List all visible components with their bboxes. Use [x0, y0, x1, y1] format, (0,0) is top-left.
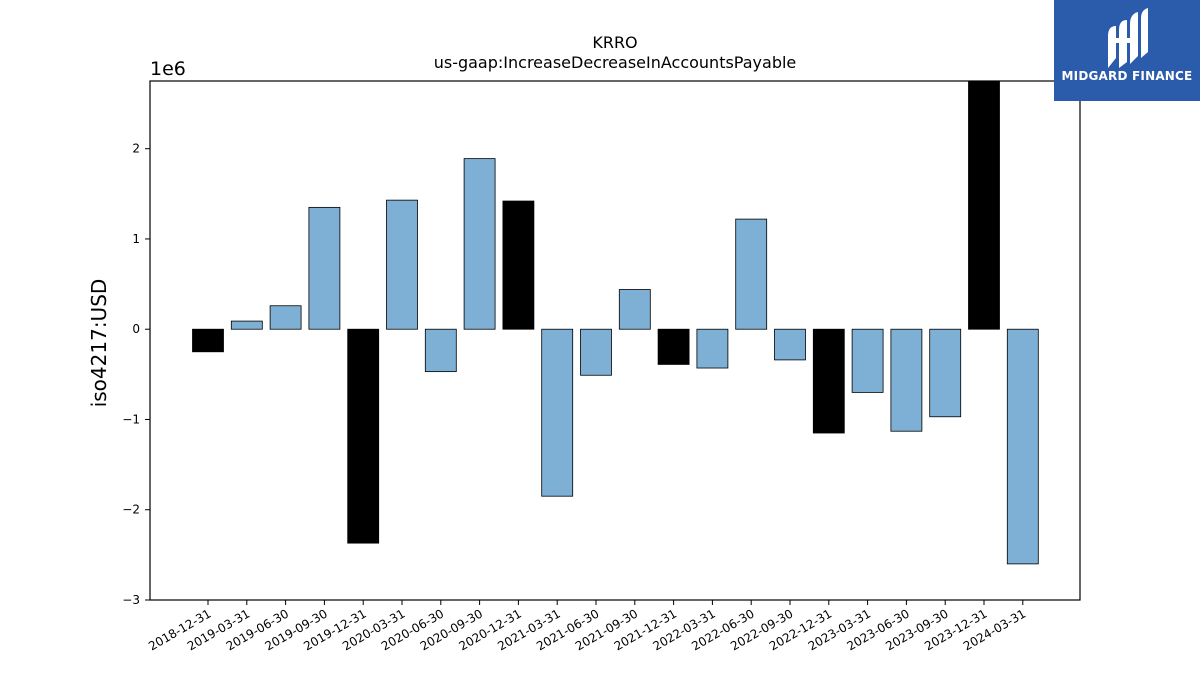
y-tick-label: −2: [122, 503, 140, 517]
bar-2018-12-31: [192, 328, 224, 353]
bar-2021-09-30: [618, 289, 651, 330]
bar-2020-03-31: [386, 199, 418, 330]
bars-layer: [192, 80, 1039, 565]
y-tick-label: 0: [132, 322, 140, 336]
bar-2023-12-31: [968, 80, 1000, 330]
y-tick-label: −1: [122, 412, 140, 426]
bar-2020-09-30: [463, 158, 496, 330]
brand-name: MIDGARD FINANCE: [1061, 69, 1193, 83]
bar-2022-03-31: [696, 328, 729, 369]
bar-2020-12-31: [502, 200, 535, 330]
bar-2024-03-31: [1006, 328, 1039, 565]
bar-2019-06-30: [269, 305, 302, 330]
bar-2021-06-30: [580, 328, 612, 376]
bar-2019-09-30: [308, 206, 341, 330]
y-scale-label: 1e6: [150, 58, 186, 80]
y-tick-label: −3: [122, 593, 140, 607]
bar-2022-06-30: [735, 218, 768, 330]
midgard-logo-icon: [1108, 8, 1148, 68]
chart-title: KRRO: [592, 33, 637, 52]
bar-2022-09-30: [774, 328, 806, 361]
plot-frame: [149, 80, 1081, 601]
bar-2023-06-30: [890, 328, 923, 432]
x-ticks: 2018-12-312019-03-312019-06-302019-09-30…: [146, 600, 1028, 653]
bar-2021-03-31: [541, 328, 574, 497]
bar-2019-12-31: [347, 328, 380, 544]
bar-2023-03-31: [851, 328, 884, 393]
y-tick-label: 2: [132, 142, 140, 156]
bar-2022-12-31: [812, 328, 845, 434]
y-axis-label: iso4217:USD: [87, 279, 111, 408]
brand-logo: MIDGARD FINANCE: [1054, 0, 1200, 101]
bar-2019-03-31: [230, 320, 263, 330]
y-tick-label: 1: [132, 232, 140, 246]
bar-2020-06-30: [424, 328, 457, 373]
y-ticks: −3 −2 −1 0 1 2: [122, 142, 150, 607]
bar-2023-09-30: [929, 328, 962, 418]
chart-subtitle: us-gaap:IncreaseDecreaseInAccountsPayabl…: [434, 53, 797, 72]
bar-2021-12-31: [657, 328, 690, 365]
